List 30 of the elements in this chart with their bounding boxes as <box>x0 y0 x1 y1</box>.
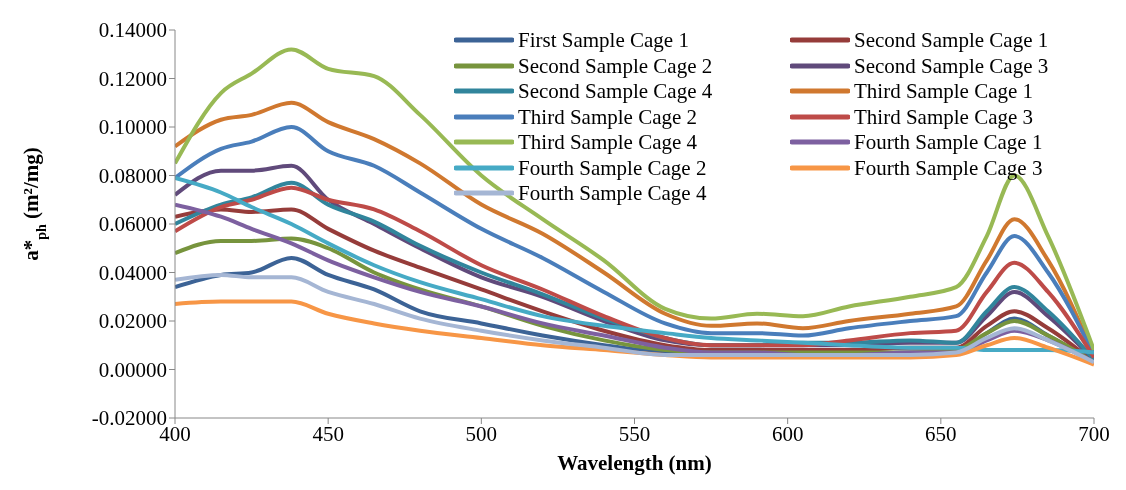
line-series <box>175 272 1094 365</box>
y-tick-label: 0.06000 <box>98 212 167 237</box>
legend-label: Third Sample Cage 3 <box>854 104 1034 129</box>
legend-label: Third Sample Cage 1 <box>854 79 1034 104</box>
x-tick-label: 450 <box>312 421 344 446</box>
y-tick-label: 0.00000 <box>98 357 167 382</box>
y-tick-label: 0.14000 <box>98 18 167 43</box>
x-tick-label: 500 <box>465 421 498 446</box>
legend-label: Third Sample Cage 2 <box>518 104 698 129</box>
legend-label: Fourth Sample Cage 3 <box>854 155 1043 180</box>
legend-label: Fourth Sample Cage 4 <box>518 181 707 206</box>
x-axis-title: Wavelength (nm) <box>557 451 712 475</box>
legend-label: Fourth Sample Cage 1 <box>854 130 1043 155</box>
y-tick-label: 0.08000 <box>98 163 167 188</box>
y-tick-label: 0.04000 <box>98 260 167 285</box>
legend-label: Second Sample Cage 4 <box>518 79 713 104</box>
legend-label: Second Sample Cage 3 <box>854 53 1049 78</box>
legend-label: Fourth Sample Cage 2 <box>518 155 707 180</box>
line-series <box>175 299 1094 367</box>
y-tick-label: 0.12000 <box>98 66 167 91</box>
legend-label: Third Sample Cage 4 <box>518 130 698 155</box>
x-tick-label: 650 <box>925 421 957 446</box>
legend-label: Second Sample Cage 2 <box>518 53 713 78</box>
legend-label: First Sample Cage 1 <box>518 28 689 53</box>
legend-label: Second Sample Cage 1 <box>854 28 1049 53</box>
y-tick-label: 0.10000 <box>98 115 167 140</box>
x-tick-label: 600 <box>771 421 804 446</box>
x-tick-label: 550 <box>618 421 651 446</box>
y-tick-label: 0.02000 <box>98 309 167 334</box>
x-tick-label: 700 <box>1078 421 1110 446</box>
